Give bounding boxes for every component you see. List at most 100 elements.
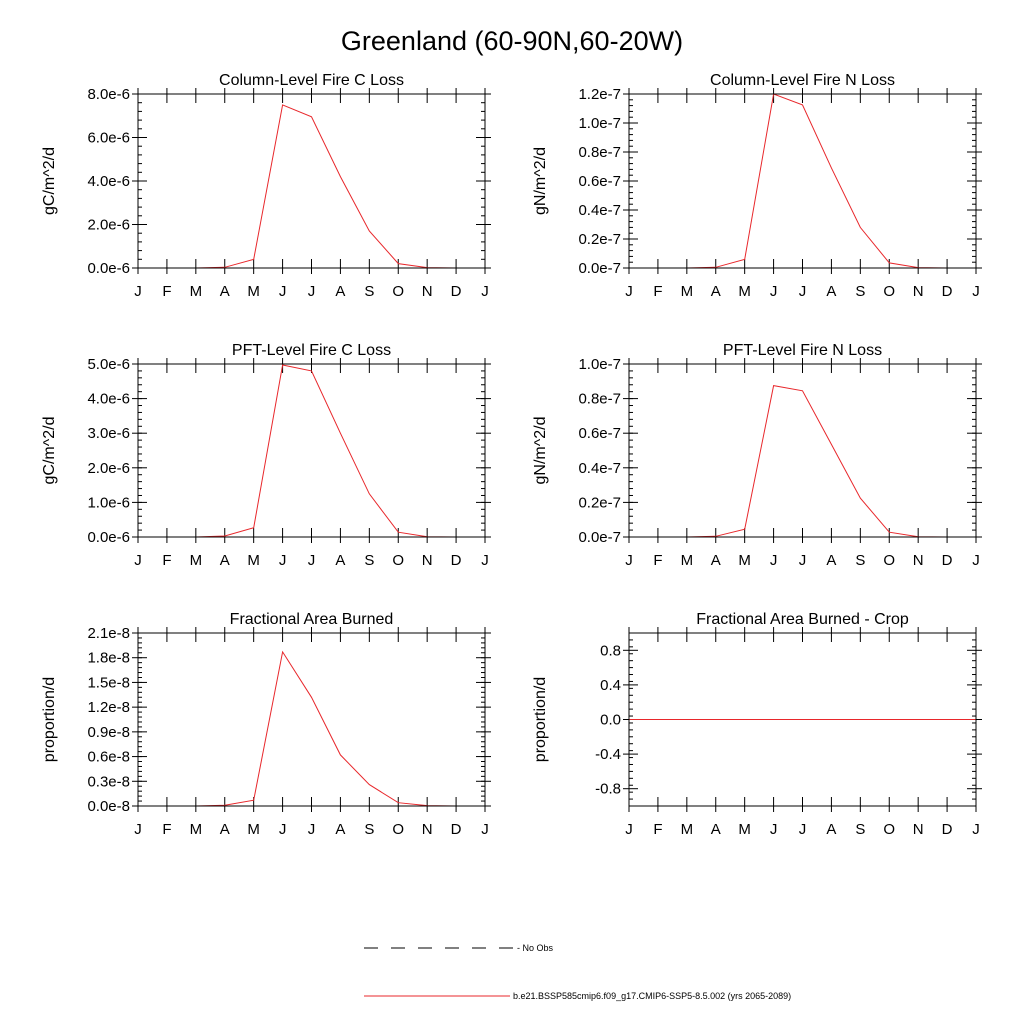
y-tick-label: 0.6e-8: [87, 749, 130, 766]
y-axis-label: gC/m^2/d: [41, 147, 58, 215]
x-tick-label: M: [681, 821, 694, 838]
plot-frame: [628, 632, 977, 807]
y-tick-label: 0.4e-7: [578, 460, 621, 477]
x-tick-label: J: [481, 552, 489, 569]
y-tick-label: 1.2e-7: [578, 86, 621, 103]
x-tick-label: J: [308, 821, 316, 838]
x-tick-label: J: [308, 283, 316, 300]
y-tick-label: 1.0e-7: [578, 356, 621, 373]
x-tick-label: O: [392, 552, 404, 569]
y-tick-label: 0.3e-8: [87, 773, 130, 790]
x-tick-label: J: [799, 821, 807, 838]
y-tick-label: 0.0e-7: [578, 260, 621, 277]
plot-frame: [628, 93, 977, 269]
y-tick-label: 2.0e-6: [87, 217, 130, 234]
panel-title: PFT-Level Fire C Loss: [232, 342, 391, 359]
y-tick-label: 0.0e-7: [578, 529, 621, 546]
y-tick-label: 8.0e-6: [87, 86, 130, 103]
x-tick-label: F: [653, 821, 662, 838]
x-tick-label: D: [451, 821, 462, 838]
x-tick-label: J: [972, 552, 980, 569]
panel-title: PFT-Level Fire N Loss: [723, 342, 882, 359]
x-tick-label: N: [422, 552, 433, 569]
x-tick-label: D: [942, 552, 953, 569]
series-line: [629, 385, 976, 538]
x-tick-label: A: [220, 552, 230, 569]
y-axis-label: gC/m^2/d: [41, 417, 58, 485]
x-tick-label: M: [190, 821, 203, 838]
y-axis-label: gN/m^2/d: [532, 147, 549, 215]
x-tick-label: J: [972, 821, 980, 838]
y-tick-label: -0.4: [595, 746, 621, 763]
plot-frame: [628, 363, 977, 538]
x-tick-label: J: [799, 552, 807, 569]
panel-title: Column-Level Fire C Loss: [219, 72, 404, 89]
y-tick-label: -0.8: [595, 781, 621, 798]
y-tick-label: 0.8: [600, 642, 621, 659]
y-axis-label: gN/m^2/d: [532, 417, 549, 485]
legend-label-model: b.e21.BSSP585cmip6.f09_g17.CMIP6-SSP5-8.…: [513, 991, 791, 1001]
panel-1: Column-Level Fire C Loss gC/m^2/d 0.0e-6 2.…: [41, 72, 491, 300]
x-tick-label: F: [653, 552, 662, 569]
x-tick-label: O: [883, 283, 895, 300]
x-tick-label: M: [681, 283, 694, 300]
y-tick-label: 0.4e-7: [578, 202, 621, 219]
x-tick-label: S: [364, 821, 374, 838]
x-tick-label: M: [190, 283, 203, 300]
y-tick-label: 1.8e-8: [87, 650, 130, 667]
y-tick-label: 0.0e-6: [87, 260, 130, 277]
x-tick-label: O: [883, 552, 895, 569]
x-tick-label: J: [134, 283, 142, 300]
y-tick-label: 6.0e-6: [87, 130, 130, 147]
x-tick-label: J: [279, 821, 287, 838]
x-tick-label: J: [972, 283, 980, 300]
y-tick-label: 0.0e-6: [87, 529, 130, 546]
plot-frame: [137, 363, 486, 538]
y-tick-label: 1.0e-7: [578, 115, 621, 132]
panel-title: Column-Level Fire N Loss: [710, 72, 895, 89]
x-tick-label: O: [392, 283, 404, 300]
x-tick-label: F: [162, 283, 171, 300]
panel-3: PFT-Level Fire C Loss gC/m^2/d 0.0e-6 1.0e-…: [41, 342, 491, 569]
y-tick-label: 0.8e-7: [578, 391, 621, 408]
plot-frame: [137, 632, 486, 807]
x-tick-label: A: [220, 821, 230, 838]
x-tick-label: M: [738, 552, 751, 569]
x-tick-label: J: [308, 552, 316, 569]
x-tick-label: S: [364, 283, 374, 300]
x-tick-label: J: [279, 283, 287, 300]
x-tick-label: A: [220, 283, 230, 300]
x-tick-label: D: [451, 552, 462, 569]
x-tick-label: J: [481, 283, 489, 300]
panel-title: Fractional Area Burned: [230, 611, 394, 628]
x-tick-label: A: [335, 552, 345, 569]
x-tick-label: M: [738, 821, 751, 838]
y-tick-label: 1.5e-8: [87, 674, 130, 691]
legend: - No Obs b.e21.BSSP585cmip6.f09_g17.CMIP6…: [364, 943, 791, 1001]
legend-label-no-obs: - No Obs: [517, 943, 554, 953]
x-tick-label: A: [826, 552, 836, 569]
x-tick-label: J: [625, 552, 633, 569]
panel-title: Fractional Area Burned - Crop: [696, 611, 909, 628]
x-tick-label: N: [913, 283, 924, 300]
x-tick-label: M: [247, 821, 260, 838]
x-tick-label: A: [711, 552, 721, 569]
x-tick-label: J: [481, 821, 489, 838]
x-tick-label: M: [738, 283, 751, 300]
x-tick-label: N: [913, 552, 924, 569]
y-tick-label: 0.9e-8: [87, 724, 130, 741]
y-tick-label: 2.0e-6: [87, 460, 130, 477]
x-tick-label: A: [826, 821, 836, 838]
x-tick-label: N: [913, 821, 924, 838]
x-tick-label: S: [855, 552, 865, 569]
y-tick-label: 0.0e-8: [87, 798, 130, 815]
x-tick-label: S: [855, 821, 865, 838]
y-axis-label: proportion/d: [532, 677, 549, 762]
x-tick-label: F: [653, 283, 662, 300]
x-tick-label: D: [942, 283, 953, 300]
panel-5: Fractional Area Burned proportion/d 0.0e-8…: [41, 611, 491, 838]
x-tick-label: M: [190, 552, 203, 569]
x-tick-label: A: [711, 821, 721, 838]
y-tick-label: 0.0: [600, 712, 621, 729]
